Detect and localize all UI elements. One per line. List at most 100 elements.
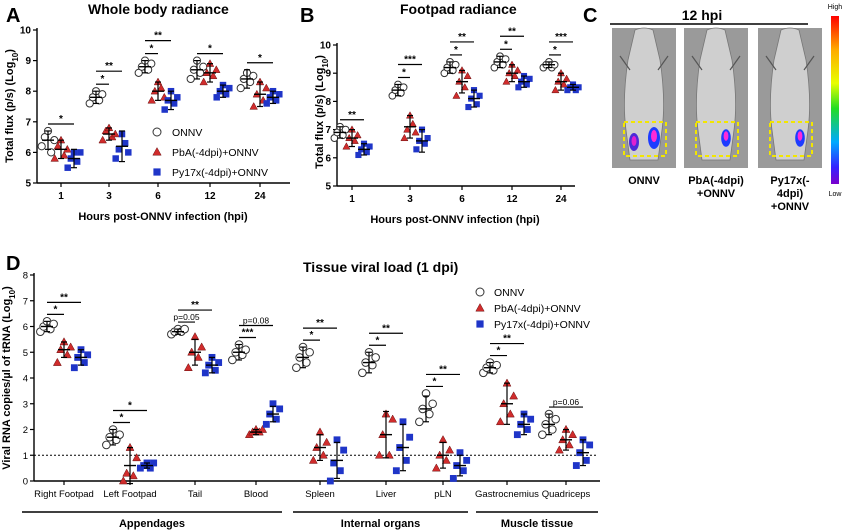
- x-tick-label: 1: [58, 191, 64, 202]
- panel-a-title: Whole body radiance: [88, 1, 229, 17]
- data-point: [515, 84, 522, 91]
- y-tick-label: 1: [23, 451, 28, 462]
- category-group-label: Muscle tissue: [501, 518, 573, 530]
- significance-label: p=0.06: [553, 397, 580, 407]
- data-point: [342, 142, 351, 150]
- significance-label: **: [503, 334, 511, 345]
- data-point: [322, 437, 332, 446]
- data-point: [551, 414, 560, 424]
- x-tick-label: 1: [349, 194, 355, 205]
- legend-label: ONNV: [494, 287, 524, 299]
- y-axis-label: Total flux (p/s) (Log10): [314, 55, 330, 169]
- y-tick-label: 4: [23, 374, 28, 385]
- mouse-label: ONNV: [628, 175, 660, 187]
- data-point: [473, 101, 480, 108]
- y-tick-label: 7: [325, 125, 331, 136]
- data-point: [476, 92, 483, 99]
- data-point: [150, 459, 158, 467]
- significance-label: *: [310, 330, 314, 341]
- data-point: [513, 431, 521, 439]
- significance-label: ***: [555, 32, 567, 43]
- data-point: [449, 475, 457, 482]
- y-tick-label: 3: [23, 399, 28, 410]
- signal-core: [723, 131, 729, 141]
- data-point: [526, 75, 533, 82]
- data-point: [406, 433, 414, 441]
- significance-label: **: [382, 323, 390, 334]
- data-point: [459, 467, 467, 475]
- significance-label: **: [348, 110, 356, 121]
- legend-marker: [475, 287, 485, 297]
- legend-label: Py17x(-4dpi)+ONNV: [494, 319, 590, 331]
- mouse-forelimbs: [619, 55, 669, 71]
- legend-marker: [475, 303, 485, 312]
- data-point: [213, 94, 220, 101]
- x-tick-label: Gastrocnemius: [475, 489, 539, 500]
- legend-marker: [152, 147, 162, 156]
- data-point: [548, 425, 557, 434]
- data-point: [527, 415, 535, 423]
- panel-letter-c: C: [583, 5, 597, 27]
- data-point: [208, 71, 218, 80]
- data-point: [336, 467, 344, 475]
- x-tick-label: 6: [155, 191, 161, 202]
- signal-core: [651, 130, 657, 142]
- mouse-label: +ONNV: [771, 201, 810, 213]
- data-point: [197, 342, 207, 351]
- x-axis-label: Hours post-ONNV infection (hpi): [370, 214, 540, 226]
- significance-label: *: [54, 304, 58, 315]
- y-tick-label: 8: [23, 271, 28, 282]
- data-point: [438, 435, 448, 444]
- data-point: [452, 91, 461, 99]
- data-point: [59, 150, 69, 159]
- data-point: [70, 364, 78, 372]
- data-point: [538, 430, 547, 439]
- y-tick-label: 10: [20, 26, 32, 37]
- significance-label: *: [150, 44, 154, 55]
- data-point: [249, 71, 258, 81]
- data-point: [421, 140, 428, 147]
- y-axis-label: Total flux (p/s) (Log10): [4, 49, 20, 163]
- legend-marker: [152, 127, 162, 137]
- data-point: [122, 468, 132, 477]
- data-point: [121, 139, 129, 147]
- data-point: [52, 357, 62, 366]
- data-point: [249, 102, 258, 110]
- data-point: [276, 91, 283, 98]
- y-tick-label: 5: [325, 182, 331, 193]
- data-point: [355, 151, 362, 159]
- data-point: [554, 445, 564, 454]
- data-point: [428, 399, 437, 409]
- panel-d-title: Tissue viral load (1 dpi): [303, 259, 458, 275]
- data-point: [463, 71, 472, 79]
- data-point: [399, 418, 407, 426]
- data-point: [509, 391, 519, 400]
- data-point: [269, 400, 277, 408]
- data-point: [413, 146, 420, 153]
- data-point: [125, 149, 132, 156]
- data-point: [340, 446, 348, 454]
- data-point: [146, 464, 154, 472]
- data-point: [445, 445, 455, 454]
- y-tick-label: 5: [25, 179, 31, 190]
- data-point: [276, 405, 284, 413]
- legend-label: PbA(-4dpi)+ONNV: [494, 303, 581, 315]
- data-point: [384, 450, 394, 459]
- data-point: [425, 409, 434, 419]
- significance-label: *: [120, 413, 124, 424]
- y-tick-label: 10: [320, 41, 332, 52]
- data-point: [582, 456, 590, 464]
- x-tick-label: Quadriceps: [542, 489, 591, 500]
- data-point: [215, 359, 223, 366]
- data-point: [350, 136, 359, 144]
- significance-label: **: [191, 300, 199, 311]
- data-point: [318, 450, 328, 459]
- x-tick-label: 12: [204, 191, 216, 202]
- significance-label: *: [59, 114, 63, 125]
- data-point: [388, 414, 398, 423]
- panel-b-title: Footpad radiance: [400, 1, 517, 17]
- significance-label: **: [105, 61, 113, 72]
